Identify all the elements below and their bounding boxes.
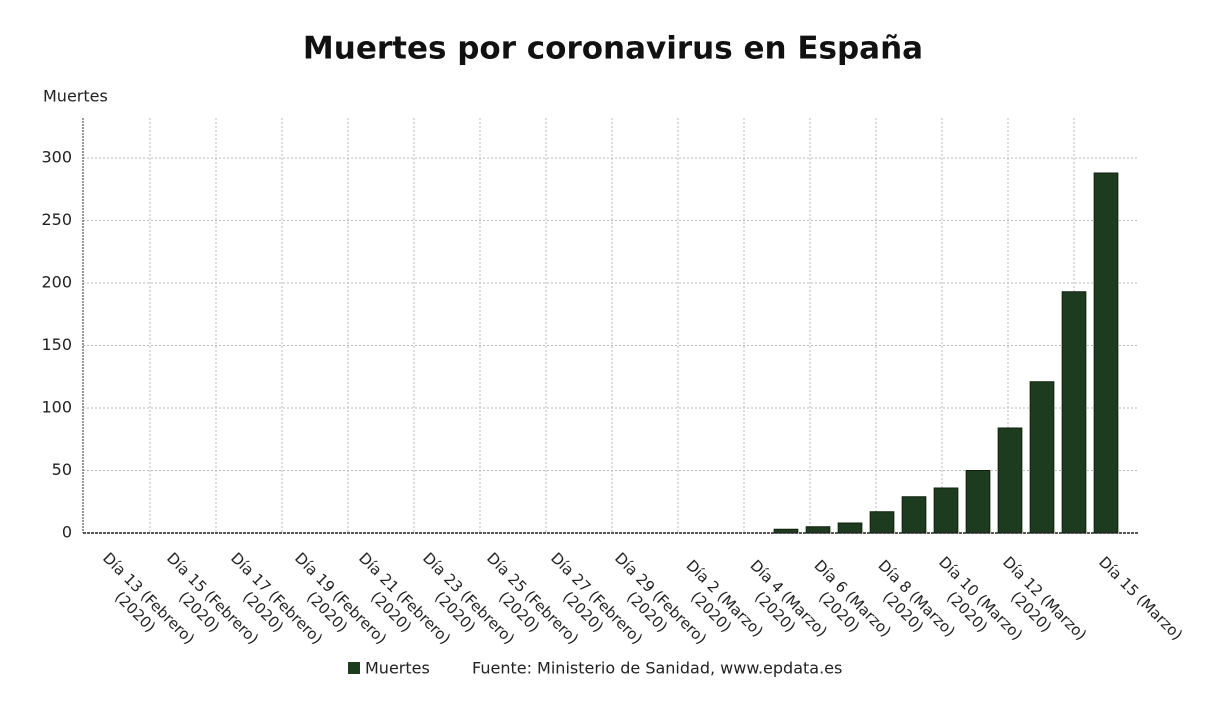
y-tick-label: 0 (62, 523, 72, 542)
bar (901, 496, 927, 534)
chart-title: Muertes por coronavirus en España (303, 31, 923, 67)
legend-label: Muertes (365, 659, 430, 678)
y-tick-label: 300 (41, 148, 72, 167)
y-tick-label: 200 (41, 273, 72, 292)
y-axis-label: Muertes (43, 87, 108, 106)
bar (1029, 381, 1055, 534)
bar (1093, 172, 1119, 534)
y-tick-label: 50 (52, 460, 72, 479)
bar (933, 487, 959, 534)
bar (965, 470, 991, 534)
bar (805, 526, 831, 534)
bar (997, 427, 1023, 534)
source-note: Fuente: Ministerio de Sanidad, www.epdat… (472, 659, 842, 678)
y-tick-label: 100 (41, 398, 72, 417)
bar (869, 511, 895, 534)
bar (1061, 291, 1087, 534)
bar (837, 522, 863, 534)
y-tick-label: 250 (41, 210, 72, 229)
legend-swatch (348, 662, 360, 674)
y-tick-label: 150 (41, 335, 72, 354)
